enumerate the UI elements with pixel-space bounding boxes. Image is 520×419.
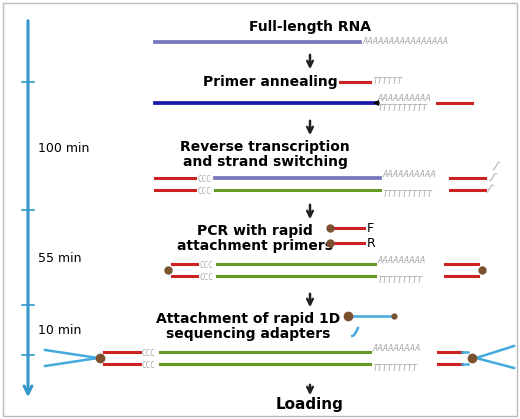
Text: ʃ
 ʃ
  ʃ: ʃ ʃ ʃ	[480, 160, 505, 194]
Text: TTTTTTTTT: TTTTTTTTT	[372, 364, 417, 372]
Text: AAAAAAAAAAAAAAAA: AAAAAAAAAAAAAAAA	[362, 37, 448, 47]
Text: F: F	[367, 222, 374, 235]
Text: sequencing adapters: sequencing adapters	[166, 327, 330, 341]
Text: TTTTTTTTTT: TTTTTTTTTT	[382, 189, 432, 199]
Text: TTTTTTTTT: TTTTTTTTT	[377, 276, 422, 285]
Text: CCC: CCC	[199, 272, 213, 282]
Text: Attachment of rapid 1D: Attachment of rapid 1D	[156, 312, 340, 326]
Text: AAAAAAAAAA: AAAAAAAAAA	[382, 170, 436, 178]
Text: CCC: CCC	[197, 174, 211, 184]
Text: and strand switching: and strand switching	[183, 155, 347, 169]
Text: CCC: CCC	[199, 261, 213, 269]
Text: PCR with rapid: PCR with rapid	[197, 224, 313, 238]
Text: Loading: Loading	[276, 396, 344, 411]
Text: TTTTTTTTTT: TTTTTTTTTT	[377, 103, 427, 112]
Text: CCC: CCC	[142, 349, 156, 357]
Text: AAAAAAAAA: AAAAAAAAA	[372, 344, 420, 352]
Text: attachment primers: attachment primers	[177, 239, 333, 253]
Text: Reverse transcription: Reverse transcription	[180, 140, 350, 154]
Text: TTTTTT: TTTTTT	[372, 78, 402, 86]
Text: CCC: CCC	[197, 186, 211, 196]
Text: 100 min: 100 min	[38, 142, 89, 155]
Text: 10 min: 10 min	[38, 323, 81, 336]
Text: CCC: CCC	[142, 360, 156, 370]
Text: 55 min: 55 min	[38, 251, 82, 264]
Text: AAAAAAAAAA: AAAAAAAAAA	[377, 93, 431, 103]
Text: Full-length RNA: Full-length RNA	[249, 20, 371, 34]
Text: AAAAAAAAA: AAAAAAAAA	[377, 256, 425, 264]
Text: Primer annealing: Primer annealing	[203, 75, 337, 89]
Text: R: R	[367, 236, 376, 249]
